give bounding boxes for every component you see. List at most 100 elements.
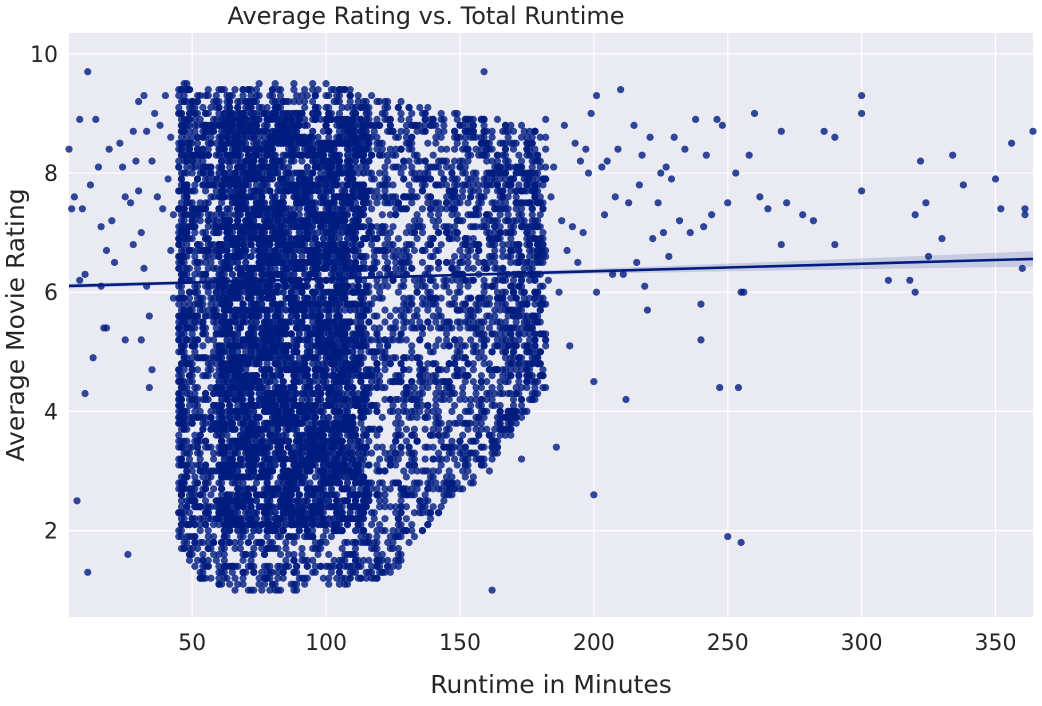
- scatter-point: [445, 288, 453, 296]
- scatter-point: [432, 401, 440, 410]
- scatter-point: [354, 306, 362, 314]
- scatter-point: [408, 526, 416, 535]
- scatter-point: [424, 103, 432, 112]
- scatter-point: [183, 163, 191, 171]
- scatter-point: [290, 205, 298, 213]
- scatter-point: [448, 264, 456, 272]
- scatter-point: [330, 86, 338, 94]
- scatter-point: [448, 163, 456, 171]
- scatter-point: [397, 532, 405, 541]
- scatter-point: [330, 97, 338, 106]
- scatter-point: [501, 336, 510, 344]
- scatter-point: [351, 318, 360, 326]
- scatter-point: [437, 240, 445, 249]
- scatter-point: [440, 175, 448, 183]
- scatter-point: [341, 580, 349, 588]
- scatter-point: [437, 133, 445, 141]
- scatter-point: [188, 378, 196, 386]
- scatter-point: [207, 139, 215, 147]
- scatter-point: [496, 342, 504, 350]
- scatter-point: [343, 521, 352, 529]
- scatter-point: [448, 443, 456, 451]
- scatter-point: [191, 532, 199, 541]
- scatter-point: [199, 246, 207, 255]
- scatter-point: [456, 372, 464, 380]
- scatter-point: [177, 330, 186, 338]
- scatter-point: [177, 336, 186, 344]
- scatter-point: [453, 276, 461, 284]
- scatter-point: [210, 449, 218, 457]
- scatter-point: [528, 372, 536, 380]
- scatter-point: [536, 193, 544, 201]
- scatter-point: [276, 91, 285, 100]
- scatter-point: [472, 419, 480, 427]
- scatter-point: [515, 211, 523, 219]
- scatter-point: [193, 556, 202, 564]
- scatter-point: [392, 145, 400, 153]
- scatter-point: [469, 473, 477, 481]
- scatter-point: [467, 175, 475, 183]
- scatter-point: [528, 389, 536, 398]
- scatter-point: [250, 586, 258, 594]
- scatter-point: [437, 205, 445, 213]
- scatter-point: [367, 562, 376, 570]
- scatter-point: [512, 199, 520, 207]
- scatter-point: [456, 282, 464, 290]
- scatter-point: [477, 395, 485, 404]
- scatter-point: [397, 252, 405, 261]
- scatter-point: [515, 336, 523, 344]
- scatter-point: [263, 360, 271, 368]
- scatter-point: [199, 270, 207, 278]
- scatter-point: [405, 181, 413, 189]
- scatter-point: [204, 211, 212, 219]
- scatter-point: [469, 187, 477, 195]
- scatter-point: [394, 413, 402, 421]
- scatter-point: [485, 229, 494, 237]
- scatter-point: [442, 336, 451, 344]
- scatter-point: [317, 115, 325, 124]
- scatter-point: [507, 324, 515, 332]
- scatter-point: [338, 103, 346, 112]
- scatter-point: [389, 562, 397, 570]
- scatter-point: [284, 97, 293, 106]
- scatter-point: [193, 133, 202, 141]
- scatter-point: [193, 413, 202, 421]
- scatter-point: [507, 431, 515, 439]
- scatter-point: [384, 538, 392, 547]
- scatter-point: [212, 91, 220, 100]
- scatter-point: [451, 485, 459, 493]
- scatter-point: [381, 497, 389, 505]
- scatter-point: [191, 181, 199, 189]
- scatter-point: [244, 538, 253, 547]
- scatter-point: [258, 586, 266, 594]
- scatter-point: [220, 556, 228, 564]
- scatter-point: [405, 383, 413, 392]
- scatter-point: [493, 151, 502, 159]
- scatter-point: [381, 264, 389, 272]
- dense-point-cloud: [175, 80, 550, 594]
- scatter-point: [469, 378, 477, 386]
- scatter-point: [185, 401, 194, 410]
- scatter-point: [386, 199, 394, 207]
- scatter-point: [451, 455, 459, 463]
- scatter-point: [477, 443, 485, 451]
- scatter-point: [461, 455, 469, 463]
- scatter-point: [416, 336, 424, 344]
- scatter-point: [386, 378, 394, 386]
- scatter-point: [421, 181, 429, 189]
- scatter-point: [437, 294, 445, 302]
- scatter-point: [426, 288, 435, 296]
- scatter-point: [525, 252, 534, 261]
- scatter-point: [485, 258, 494, 267]
- scatter-point: [442, 199, 451, 207]
- scatter-point: [512, 187, 520, 195]
- scatter-point: [373, 526, 381, 535]
- scatter-point: [426, 205, 435, 213]
- scatter-point: [370, 312, 378, 320]
- scatter-point: [367, 205, 376, 213]
- scatter-point: [389, 223, 397, 231]
- scatter-point: [429, 276, 437, 284]
- scatter-point: [204, 109, 212, 118]
- scatter-point: [542, 133, 550, 141]
- scatter-point: [210, 97, 218, 106]
